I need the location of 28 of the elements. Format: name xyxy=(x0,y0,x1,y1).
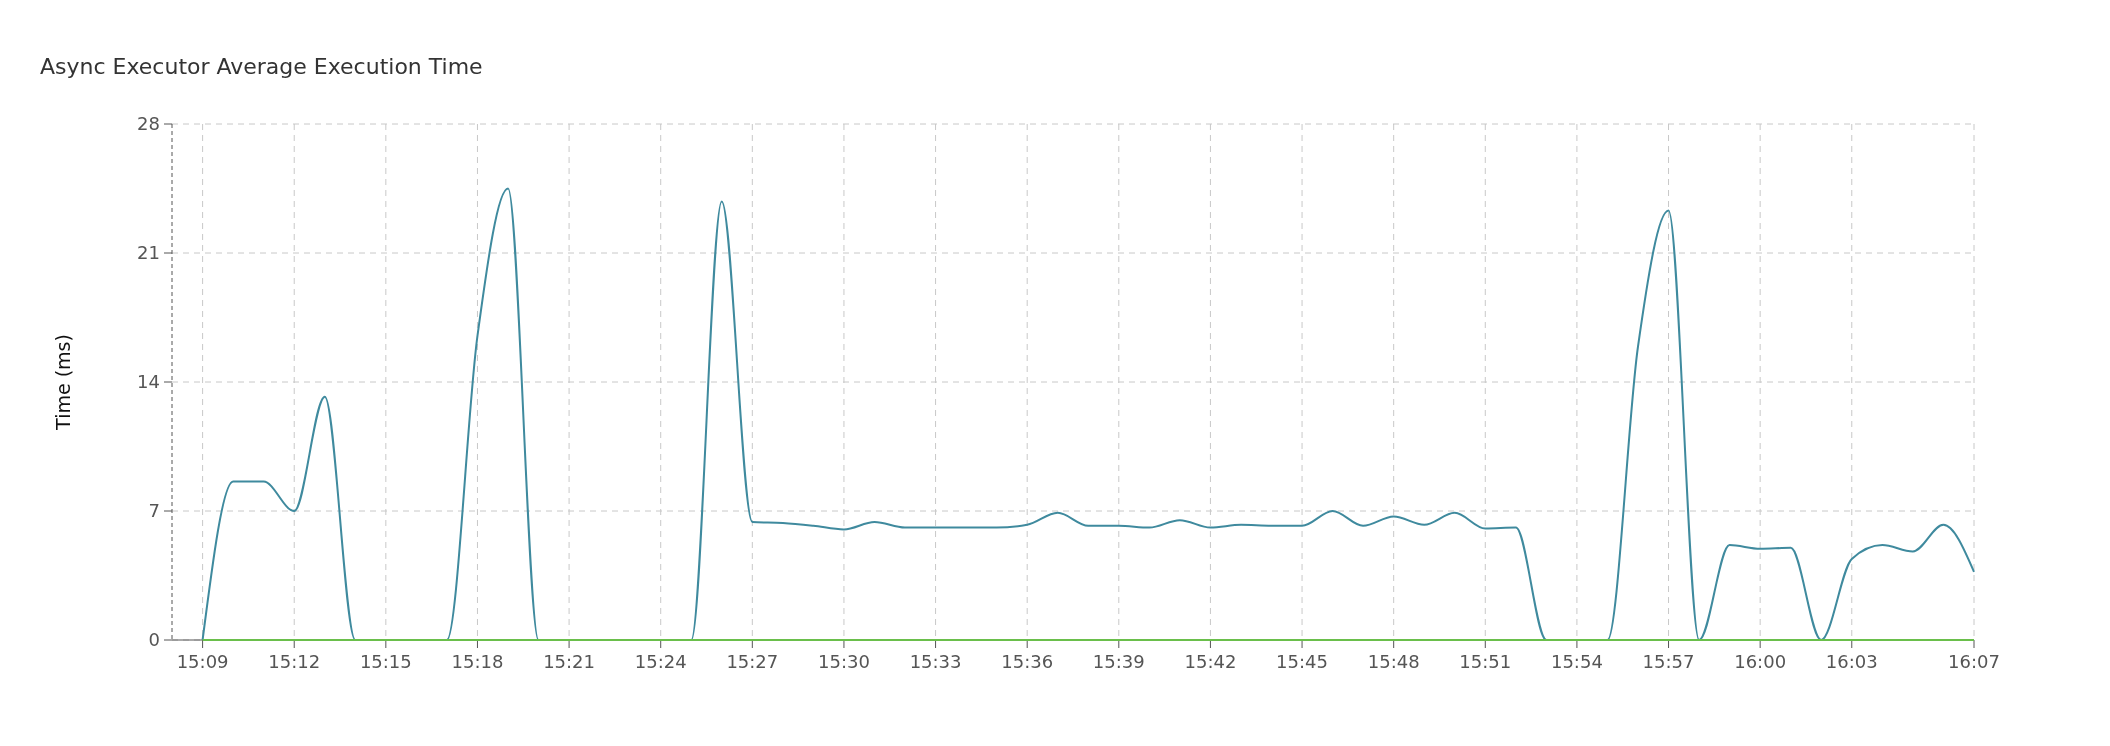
x-tick-label: 16:00 xyxy=(1734,651,1787,672)
x-tick-label: 15:54 xyxy=(1550,651,1603,672)
x-tick-label: 15:36 xyxy=(1001,651,1054,672)
x-tick-label: 15:33 xyxy=(909,651,962,672)
x-tick-label: 15:24 xyxy=(634,651,687,672)
x-tick-label: 16:07 xyxy=(1948,651,2000,672)
x-tick-label: 15:21 xyxy=(543,651,596,672)
y-tick-label: 28 xyxy=(137,113,160,135)
x-tick-label: 15:57 xyxy=(1642,651,1695,672)
x-tick-label: 15:30 xyxy=(818,651,870,672)
x-tick-label: 15:15 xyxy=(359,651,412,672)
x-tick-label: 15:27 xyxy=(726,651,779,672)
line-series xyxy=(201,187,1975,641)
y-axis-title: Time (ms) xyxy=(52,334,74,431)
x-tick-label: 15:18 xyxy=(451,651,504,672)
x-tick-label: 16:03 xyxy=(1825,651,1878,672)
x-tick-label: 15:48 xyxy=(1367,651,1420,672)
x-tick-label: 15:42 xyxy=(1184,651,1237,672)
x-tick-label: 15:51 xyxy=(1459,651,1512,672)
y-tick-label: 14 xyxy=(137,371,160,393)
x-tick-label: 15:09 xyxy=(176,651,229,672)
y-tick-label: 21 xyxy=(137,242,160,264)
y-tick-label: 0 xyxy=(148,629,160,651)
x-tick-label: 15:39 xyxy=(1092,651,1145,672)
chart-title: Async Executor Average Execution Time xyxy=(40,54,483,79)
x-tick-label: 15:45 xyxy=(1276,651,1328,672)
y-tick-label: 7 xyxy=(148,500,160,522)
x-tick-label: 15:12 xyxy=(268,651,321,672)
